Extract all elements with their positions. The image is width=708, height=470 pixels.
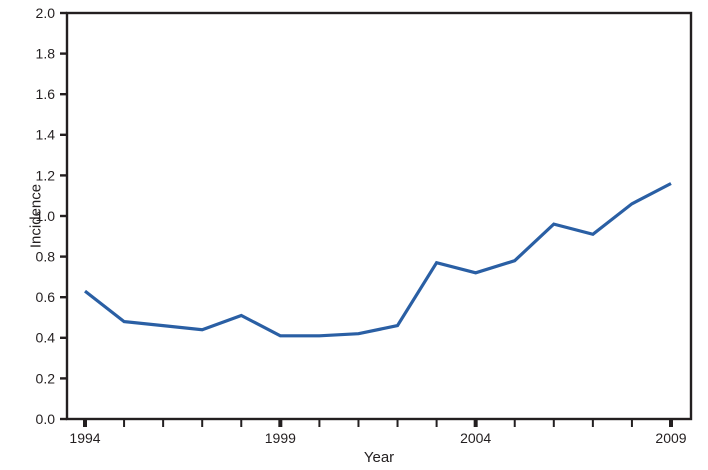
x-axis-title: Year [363, 449, 395, 466]
y-tick-label: 0.4 [36, 330, 56, 346]
x-axis-ticks: 1994 1999 2004 2009 [69, 419, 687, 446]
y-tick-label: 2.0 [36, 5, 56, 21]
x-tick-label: 2009 [655, 430, 686, 446]
y-tick-label: 0.2 [36, 370, 56, 386]
plot-frame [65, 11, 693, 421]
y-tick-label: 1.4 [36, 127, 56, 143]
series-line [84, 182, 672, 338]
y-tick-label: 0.6 [36, 289, 56, 305]
y-tick-label: 1.6 [36, 86, 56, 102]
x-tick-label: 1994 [69, 430, 100, 446]
y-axis-ticks: 0.0 0.2 0.4 0.6 0.8 1.0 1.2 1.4 1.6 1.8 2.0 [36, 5, 67, 427]
x-tick-label: 1999 [265, 430, 296, 446]
y-tick-label: 1.0 [36, 208, 56, 224]
y-tick-label: 0.8 [36, 249, 56, 265]
y-axis-title: Incidence [27, 183, 45, 249]
y-tick-label: 1.8 [36, 46, 56, 62]
y-tick-label: 1.2 [36, 167, 56, 183]
x-tick-label: 2004 [460, 430, 491, 446]
y-tick-label: 0.0 [36, 411, 56, 427]
